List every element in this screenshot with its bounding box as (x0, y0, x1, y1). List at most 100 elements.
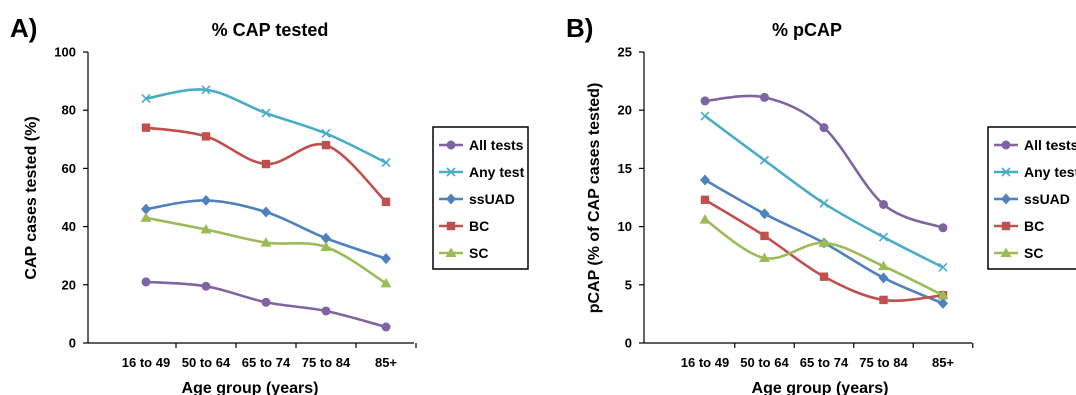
series-all-tests (141, 277, 391, 332)
legend-marker (1001, 167, 1011, 177)
data-point (760, 92, 769, 102)
x-tick-label: 16 to 49 (122, 355, 170, 370)
data-point (140, 212, 152, 222)
y-tick-label: 20 (618, 103, 632, 118)
x-tick-label: 85+ (932, 355, 954, 370)
data-point (261, 297, 271, 307)
data-point (201, 85, 211, 95)
x-tick-label: 75 to 84 (302, 355, 351, 370)
legend-marker (1001, 221, 1011, 231)
data-point (700, 195, 710, 205)
y-tick-label: 5 (625, 277, 632, 292)
legend-label: ssUAD (469, 191, 515, 207)
y-axis-title: CAP cases tested (%) (23, 116, 40, 279)
legend: All tests Any test ssUAD BC SC (987, 126, 1076, 270)
series-bc (141, 123, 391, 207)
data-point (380, 277, 392, 288)
legend-label: ssUAD (1024, 191, 1070, 207)
series-any-test (700, 111, 948, 272)
series-line (145, 216, 387, 285)
data-point (700, 174, 710, 186)
data-point (937, 289, 949, 300)
legend-label: BC (469, 218, 489, 234)
data-point (878, 272, 889, 284)
data-point (381, 158, 391, 168)
data-point (260, 237, 272, 247)
data-point (760, 231, 769, 241)
data-point (699, 214, 711, 224)
y-tick-label: 25 (618, 45, 632, 60)
x-axis-title: Age group (years) (182, 380, 319, 395)
data-point (201, 281, 211, 291)
y-tick-label: 20 (62, 277, 76, 292)
series-line (145, 88, 387, 164)
data-point (938, 262, 948, 272)
y-tick-label: 40 (62, 219, 76, 234)
chart-title: % pCAP (772, 20, 842, 40)
data-point (938, 297, 948, 309)
data-point (879, 295, 888, 305)
y-axis-title: pCAP (% of CAP cases tested) (586, 83, 603, 314)
legend-marker (446, 167, 456, 177)
legend-marker (446, 221, 456, 231)
y-tick-label: 80 (62, 103, 76, 118)
legend-marker (1001, 140, 1011, 150)
y-tick-label: 100 (54, 45, 76, 60)
data-point (819, 272, 829, 281)
data-point (141, 123, 151, 132)
x-axis-title: Age group (years) (752, 380, 889, 395)
legend: All tests Any test ssUAD BC SC (432, 126, 529, 270)
data-point (878, 232, 889, 242)
data-point (261, 159, 271, 169)
x-tick-label: 75 to 84 (859, 355, 908, 370)
y-tick-label: 0 (625, 336, 632, 351)
x-tick-label: 65 to 74 (800, 355, 849, 370)
data-point (201, 194, 211, 206)
series-ssuad (141, 194, 391, 265)
data-point (700, 111, 710, 121)
series-all-tests (700, 92, 948, 233)
y-tick-label: 60 (62, 161, 76, 176)
data-point (818, 237, 830, 247)
x-tick-label: 16 to 49 (681, 355, 729, 370)
legend-label: Any test (1024, 164, 1076, 180)
data-point (261, 108, 271, 118)
legend-marker (446, 140, 456, 150)
panel-label: B) (566, 13, 593, 43)
panel-label: A) (10, 13, 37, 43)
series-any-test (141, 85, 391, 168)
data-point (878, 260, 889, 271)
data-point (759, 155, 770, 165)
data-point (141, 277, 151, 287)
series-line (704, 94, 944, 229)
data-point (321, 128, 331, 139)
chart-panel-b: B) % pCAP 0 5 10 15 20 25 16 to 49 50 to 64 65 to … (566, 13, 1076, 395)
y-tick-label: 10 (618, 219, 632, 234)
legend-label: Any test (469, 164, 525, 180)
data-point (321, 306, 331, 316)
data-point (879, 199, 888, 209)
data-point (381, 322, 391, 332)
legend-marker (1001, 193, 1011, 205)
data-point (381, 197, 391, 207)
chart-title: % CAP tested (212, 20, 329, 40)
data-point (938, 223, 948, 233)
data-point (819, 123, 829, 133)
data-point (200, 224, 212, 234)
legend-label: All tests (469, 137, 524, 153)
data-point (141, 203, 151, 215)
legend-label: SC (1024, 245, 1043, 261)
legend-marker (1000, 247, 1012, 257)
data-point (381, 253, 391, 265)
data-point (321, 140, 331, 150)
x-tick-label: 65 to 74 (242, 355, 291, 370)
data-point (700, 96, 710, 106)
data-point (759, 208, 770, 220)
data-point (141, 93, 151, 104)
data-point (819, 198, 829, 208)
legend-marker (445, 247, 457, 257)
y-tick-label: 15 (618, 161, 632, 176)
legend-marker (446, 193, 456, 205)
x-tick-label: 85+ (375, 355, 397, 370)
